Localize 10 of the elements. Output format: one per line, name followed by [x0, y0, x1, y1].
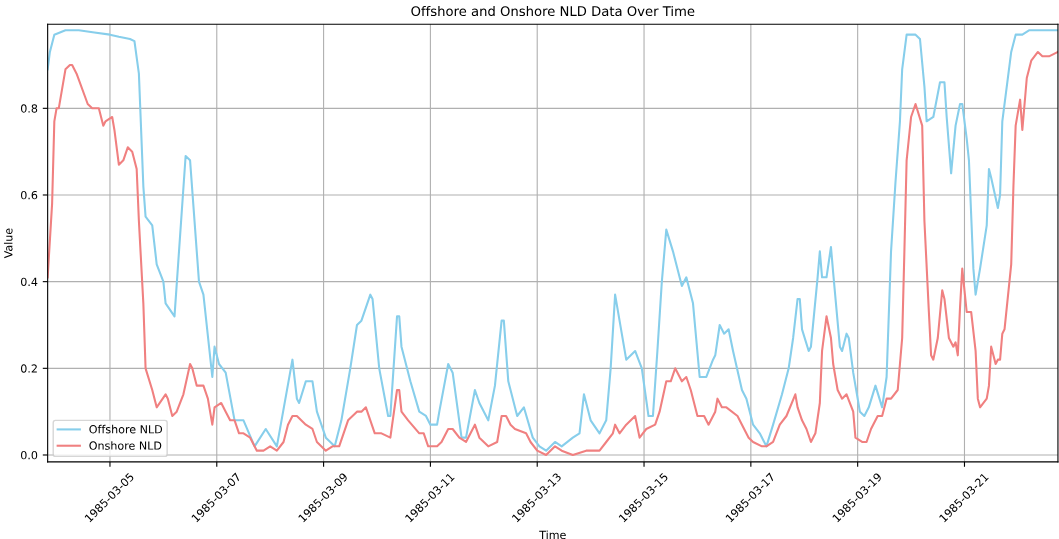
x-axis-title: Time — [539, 530, 566, 539]
y-tick-label: 0.6 — [21, 190, 38, 200]
y-tick-label: 0.4 — [21, 277, 38, 287]
legend-label: Onshore NLD — [89, 441, 162, 450]
y-tick-label: 0.2 — [21, 364, 37, 373]
y-tick-label: 0.8 — [21, 104, 38, 113]
chart-title: Offshore and Onshore NLD Data Over Time — [411, 5, 695, 17]
y-axis-title: Value — [3, 228, 13, 259]
y-tick-label: 0.0 — [21, 450, 38, 460]
legend-label: Offshore NLD — [89, 424, 163, 434]
